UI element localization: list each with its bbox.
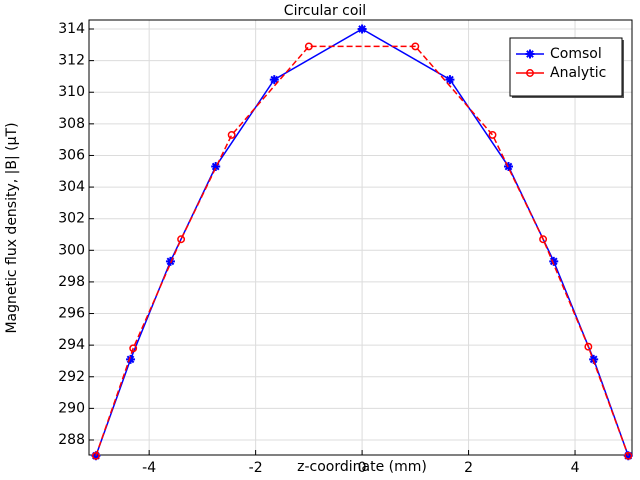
- y-axis-label: Magnetic flux density, |B| (µT): [4, 122, 20, 333]
- marker: [357, 24, 367, 34]
- marker: [126, 354, 136, 364]
- marker: [549, 256, 559, 266]
- y-tick-label: 308: [58, 116, 85, 132]
- y-tick-label: 300: [58, 242, 85, 258]
- y-tick-label: 290: [58, 400, 85, 416]
- chart-title: Circular coil: [284, 3, 366, 19]
- plot-frame: [88, 19, 633, 456]
- legend-marker: [525, 49, 535, 59]
- marker: [91, 451, 100, 460]
- marker: [211, 162, 221, 172]
- marker: [624, 451, 633, 460]
- series-line: [95, 45, 629, 457]
- y-tick-label: 314: [58, 21, 85, 37]
- marker: [129, 344, 138, 353]
- legend-label: Analytic: [550, 65, 606, 81]
- y-tick-label: 292: [58, 369, 85, 385]
- marker: [584, 342, 593, 351]
- legend-label: Comsol: [550, 46, 602, 62]
- x-tick-label: 0: [358, 460, 367, 476]
- marker: [269, 75, 279, 85]
- y-tick-label: 294: [58, 337, 85, 353]
- x-tick-label: -2: [249, 460, 263, 476]
- marker: [177, 235, 186, 244]
- marker: [445, 75, 455, 85]
- y-tick-label: 304: [58, 179, 85, 195]
- y-tick-label: 302: [58, 211, 85, 227]
- legend-marker: [526, 69, 534, 77]
- legend-box: [509, 37, 623, 97]
- x-tick-label: 4: [571, 460, 580, 476]
- y-tick-label: 288: [58, 432, 85, 448]
- marker: [539, 235, 548, 244]
- x-tick-label: 2: [464, 460, 473, 476]
- y-tick-label: 306: [58, 147, 85, 163]
- marker: [411, 42, 420, 51]
- marker: [227, 130, 236, 139]
- marker: [488, 130, 497, 139]
- y-tick-label: 310: [58, 84, 85, 100]
- y-tick-label: 296: [58, 306, 85, 322]
- x-tick-label: -4: [142, 460, 156, 476]
- y-tick-label: 298: [58, 274, 85, 290]
- marker: [165, 256, 175, 266]
- x-axis-label: z-coordinate (mm): [297, 459, 427, 475]
- marker: [304, 42, 313, 51]
- y-tick-label: 312: [58, 53, 85, 69]
